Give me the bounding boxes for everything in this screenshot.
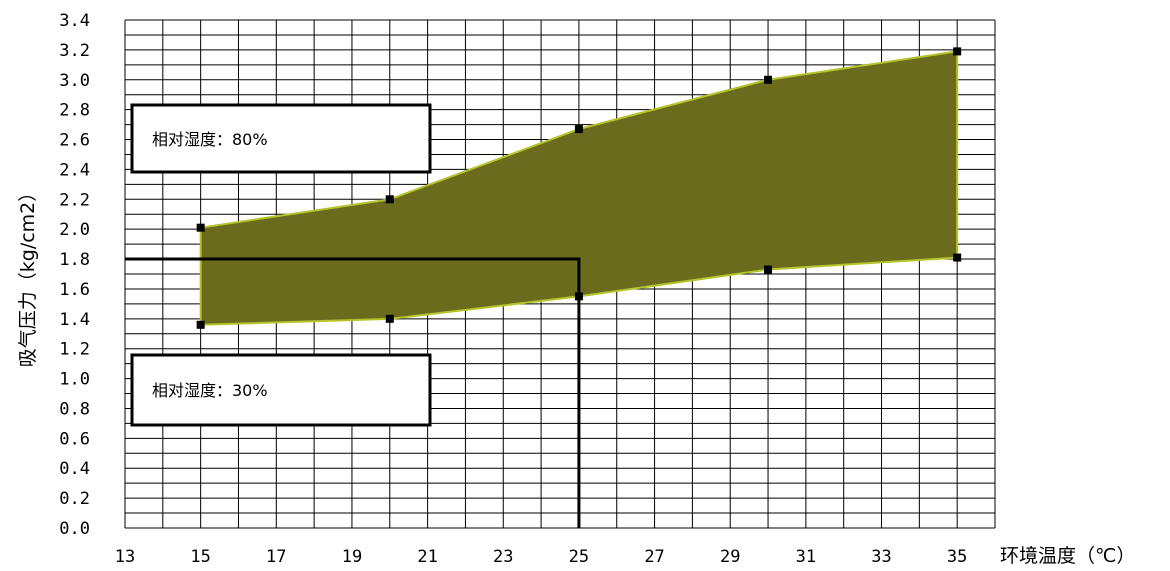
annotation-box-30 (130, 353, 432, 427)
y-tick-label: 3.2 (59, 41, 90, 61)
x-tick-label: 21 (417, 547, 437, 567)
y-tick-label: 1.2 (59, 340, 90, 360)
annotation-text-30: 相对湿度：30% (152, 381, 268, 400)
y-tick-label: 3.4 (59, 11, 90, 31)
data-point-80 (385, 195, 394, 204)
y-tick-label: 2.6 (59, 131, 90, 151)
data-point-30 (385, 314, 394, 323)
y-tick-label: 1.6 (59, 280, 90, 300)
data-point-30 (196, 320, 205, 329)
y-tick-label: 0.6 (59, 429, 90, 449)
x-tick-label: 29 (720, 547, 740, 567)
y-axis-title: 吸气压力（kg/cm2） (17, 183, 39, 368)
y-tick-label: 0.8 (59, 399, 90, 419)
x-tick-label: 19 (342, 547, 362, 567)
y-tick-label: 1.4 (59, 310, 90, 330)
x-tick-label: 31 (796, 547, 816, 567)
x-tick-label: 35 (947, 547, 967, 567)
x-tick-label: 23 (493, 547, 513, 567)
data-point-80 (953, 47, 962, 56)
data-point-80 (574, 125, 583, 134)
data-point-30 (574, 292, 583, 301)
annotation-box-80 (130, 103, 432, 174)
x-axis-title: 环境温度（℃） (1000, 545, 1135, 567)
annotation-high-humidity: 相对湿度：80% (130, 103, 432, 174)
band-fill (200, 51, 958, 325)
y-tick-label: 0.4 (59, 459, 90, 479)
reference-lines (125, 257, 581, 528)
y-tick-label: 0.0 (59, 519, 90, 539)
y-tick-label: 2.0 (59, 220, 90, 240)
data-markers (196, 47, 962, 329)
y-tick-label: 0.2 (59, 489, 90, 509)
y-tick-label: 3.0 (59, 71, 90, 91)
x-tick-label: 33 (871, 547, 891, 567)
y-tick-label: 2.8 (59, 101, 90, 121)
y-tick-label: 2.2 (59, 190, 90, 210)
annotation-low-humidity: 相对湿度：30% (130, 353, 432, 427)
x-tick-label: 27 (644, 547, 664, 567)
y-tick-labels: 0.0 0.2 0.4 0.6 0.8 1.0 1.2 1.4 1.6 1.8 2.0 2.2 2.4 2… (59, 11, 90, 539)
x-tick-label: 13 (115, 547, 135, 567)
y-tick-label: 1.0 (59, 370, 90, 390)
x-tick-label: 25 (569, 547, 589, 567)
y-tick-label: 2.4 (59, 160, 90, 180)
x-tick-label: 17 (266, 547, 286, 567)
data-point-80 (196, 223, 205, 232)
data-point-30 (953, 253, 962, 262)
data-point-80 (764, 75, 773, 84)
annotation-text-80: 相对湿度：80% (152, 130, 268, 149)
y-tick-label: 1.8 (59, 250, 90, 270)
x-tick-labels: 13 15 17 19 21 23 25 27 29 31 33 35 (115, 547, 968, 567)
data-point-30 (764, 265, 773, 274)
x-tick-label: 15 (190, 547, 210, 567)
